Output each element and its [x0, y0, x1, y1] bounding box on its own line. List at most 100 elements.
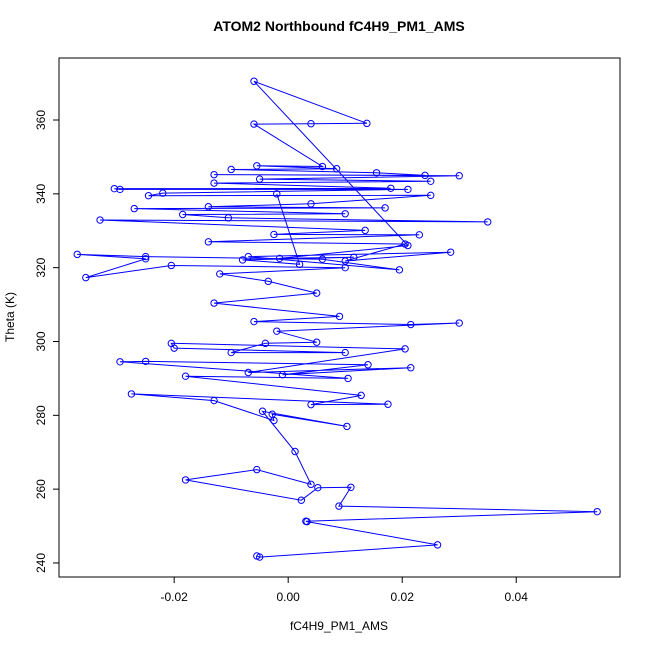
data-point: [332, 165, 341, 173]
data-point: [73, 250, 81, 259]
data-point: [227, 165, 235, 174]
data-point: [361, 226, 369, 235]
data-point: [350, 253, 358, 262]
data-point: [244, 252, 252, 261]
data-point: [216, 270, 224, 278]
data-point: [250, 120, 258, 128]
data-point: [210, 179, 218, 187]
y-tick-label: 340: [34, 184, 48, 204]
data-point: [82, 273, 90, 282]
data-point: [433, 541, 442, 549]
data-point: [404, 185, 412, 194]
data-point: [307, 480, 315, 489]
data-point: [307, 120, 315, 128]
x-tick-label: 0.02: [391, 590, 415, 604]
data-point: [341, 210, 349, 218]
data-point: [224, 214, 233, 222]
data-point: [415, 231, 424, 239]
data-point: [341, 348, 349, 357]
data-point: [307, 400, 315, 409]
y-axis-label: Theta (K): [3, 292, 17, 342]
x-axis-label: fC4H9_PM1_AMS: [290, 619, 388, 633]
data-point: [261, 339, 270, 348]
data-point: [204, 238, 213, 246]
data-point: [302, 517, 310, 525]
data-point: [253, 162, 261, 170]
data-point: [270, 416, 278, 425]
data-point: [387, 184, 395, 193]
data-point: [335, 502, 343, 510]
data-point: [427, 191, 435, 200]
data-point: [181, 372, 190, 380]
data-point: [381, 204, 389, 212]
data-point: [144, 191, 153, 200]
data-point: [455, 172, 463, 180]
data-point: [421, 171, 429, 180]
data-point: [364, 361, 372, 369]
data-point: [181, 476, 190, 484]
y-tick-label: 360: [34, 110, 48, 130]
data-point: [341, 257, 349, 265]
data-point: [312, 338, 321, 346]
x-tick-label: 0.04: [505, 590, 529, 604]
data-point: [273, 190, 281, 198]
data-point: [404, 241, 412, 250]
data-point: [343, 422, 351, 431]
data-point: [484, 218, 492, 226]
data-point: [127, 390, 136, 398]
plot-frame: [58, 57, 621, 578]
data-point: [258, 407, 267, 415]
data-point: [179, 210, 187, 219]
data-point: [210, 170, 218, 179]
data-point: [427, 177, 435, 185]
data-point: [307, 200, 315, 208]
data-point: [312, 289, 321, 297]
data-point: [96, 216, 104, 224]
y-tick-label: 280: [34, 405, 48, 425]
data-point: [372, 169, 381, 177]
data-point: [273, 327, 281, 335]
data-point: [278, 371, 287, 379]
data-point: [384, 400, 392, 408]
data-point: [210, 299, 218, 307]
data-point: [159, 189, 167, 197]
chart-title: ATOM2 Northbound fC4H9_PM1_AMS: [213, 18, 465, 34]
data-point: [116, 185, 124, 194]
data-point: [407, 364, 415, 372]
data-point: [344, 374, 352, 383]
data-point: [455, 319, 463, 327]
data-point: [264, 277, 272, 286]
data-point: [141, 357, 150, 366]
data-point: [270, 230, 278, 239]
data-point: [210, 396, 218, 405]
data-point: [401, 345, 409, 353]
data-point: [141, 252, 150, 261]
data-point: [141, 255, 150, 263]
data-point: [593, 507, 601, 516]
data-point: [318, 255, 327, 263]
y-tick-label: 260: [34, 479, 48, 499]
data-point: [357, 391, 365, 400]
data-point: [204, 203, 213, 211]
y-tick-label: 300: [34, 331, 48, 351]
data-point: [250, 317, 258, 326]
data-point: [255, 553, 264, 561]
data-point: [297, 496, 306, 504]
data-point: [363, 119, 371, 128]
data-point: [244, 368, 252, 377]
data-point: [130, 204, 138, 213]
data-point: [116, 358, 124, 366]
data-point: [295, 260, 304, 269]
data-point: [110, 184, 119, 193]
data-point: [395, 266, 404, 274]
data-point: [347, 483, 355, 492]
data-point: [335, 312, 344, 321]
data-point: [291, 447, 299, 456]
data-point: [253, 465, 261, 474]
data-point: [275, 254, 284, 263]
data-point: [446, 248, 455, 256]
y-tick-label: 320: [34, 257, 48, 277]
y-tick-label: 240: [34, 553, 48, 573]
data-point: [238, 256, 247, 264]
